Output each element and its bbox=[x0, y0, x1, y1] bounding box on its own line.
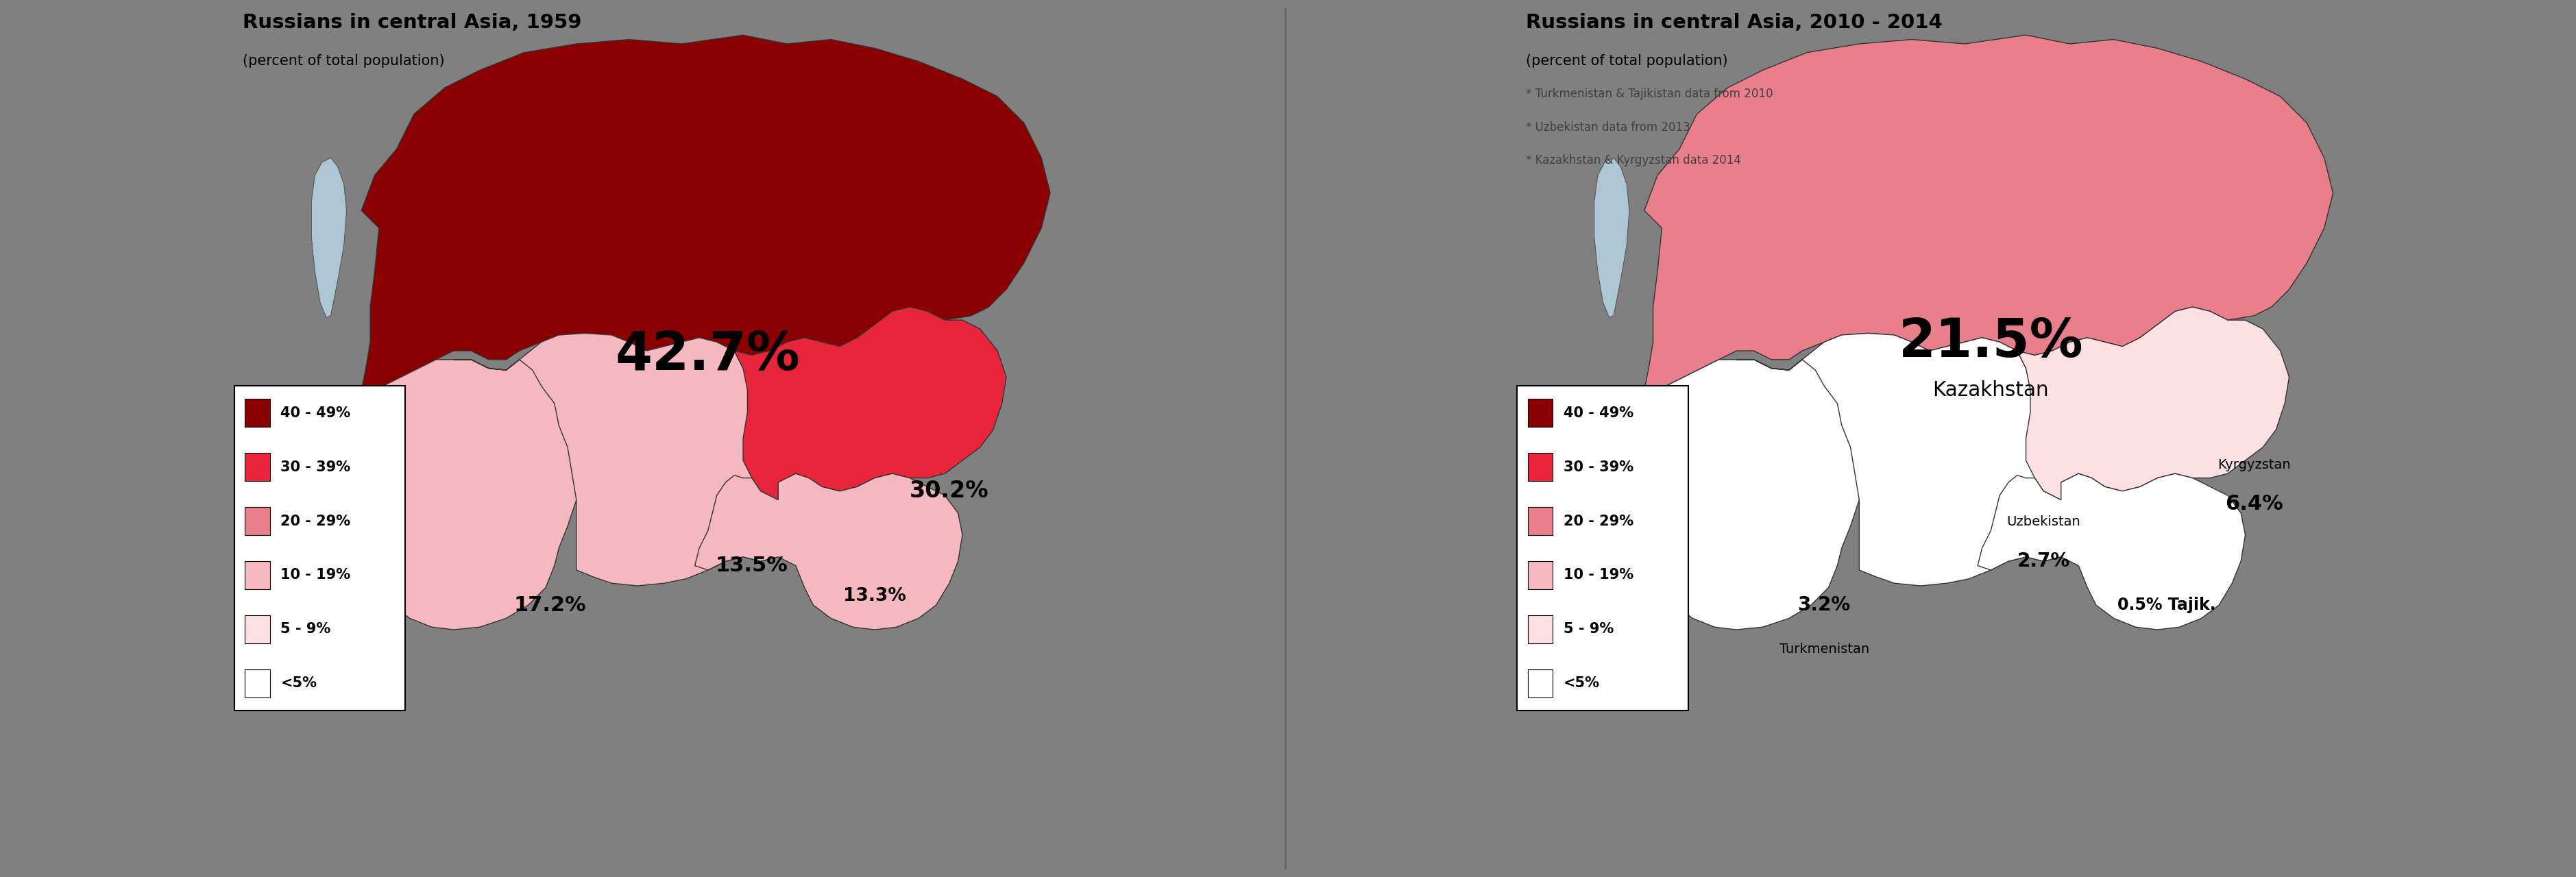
Text: Russians in central Asia, 1959: Russians in central Asia, 1959 bbox=[242, 13, 582, 32]
Text: Russians in central Asia, 2010 - 2014: Russians in central Asia, 2010 - 2014 bbox=[1525, 13, 1942, 32]
Polygon shape bbox=[1595, 158, 1631, 317]
Polygon shape bbox=[734, 307, 1007, 500]
Text: 6.4%: 6.4% bbox=[2226, 495, 2282, 514]
FancyBboxPatch shape bbox=[245, 507, 270, 535]
Text: 13.3%: 13.3% bbox=[842, 588, 907, 605]
Text: 2.7%: 2.7% bbox=[2017, 552, 2071, 571]
FancyBboxPatch shape bbox=[1528, 615, 1553, 644]
Polygon shape bbox=[1643, 35, 2334, 395]
Polygon shape bbox=[1762, 317, 1803, 345]
Text: 42.7%: 42.7% bbox=[616, 329, 801, 381]
Text: 17.2%: 17.2% bbox=[513, 595, 587, 615]
FancyBboxPatch shape bbox=[1517, 386, 1687, 710]
Text: 20 - 29%: 20 - 29% bbox=[281, 514, 350, 528]
Text: 5 - 9%: 5 - 9% bbox=[281, 623, 330, 636]
FancyBboxPatch shape bbox=[245, 669, 270, 697]
Text: <5%: <5% bbox=[1564, 676, 1600, 690]
Polygon shape bbox=[1641, 360, 1862, 630]
Text: 30 - 39%: 30 - 39% bbox=[281, 460, 350, 474]
Text: 0.5% Tajik.: 0.5% Tajik. bbox=[2117, 597, 2215, 613]
FancyBboxPatch shape bbox=[234, 386, 404, 710]
Text: 10 - 19%: 10 - 19% bbox=[1564, 568, 1633, 582]
FancyBboxPatch shape bbox=[1528, 453, 1553, 481]
Polygon shape bbox=[1978, 474, 2246, 630]
Text: Turkmenistan: Turkmenistan bbox=[1780, 643, 1870, 655]
Text: 21.5%: 21.5% bbox=[1899, 316, 2084, 368]
Text: 5 - 9%: 5 - 9% bbox=[1564, 623, 1613, 636]
FancyBboxPatch shape bbox=[1528, 399, 1553, 427]
Text: 3.2%: 3.2% bbox=[1798, 595, 1850, 615]
Text: <5%: <5% bbox=[281, 676, 317, 690]
Polygon shape bbox=[1736, 333, 2087, 586]
Text: (percent of total population): (percent of total population) bbox=[1525, 54, 1728, 68]
Polygon shape bbox=[453, 333, 804, 586]
FancyBboxPatch shape bbox=[1528, 507, 1553, 535]
FancyBboxPatch shape bbox=[245, 615, 270, 644]
Text: Kazakhstan: Kazakhstan bbox=[1932, 381, 2048, 400]
Text: (percent of total population): (percent of total population) bbox=[242, 54, 446, 68]
Text: 30.2%: 30.2% bbox=[909, 480, 989, 503]
FancyBboxPatch shape bbox=[245, 453, 270, 481]
Polygon shape bbox=[479, 317, 520, 345]
FancyBboxPatch shape bbox=[245, 561, 270, 589]
Text: 40 - 49%: 40 - 49% bbox=[1564, 406, 1633, 420]
Text: * Uzbekistan data from 2013: * Uzbekistan data from 2013 bbox=[1525, 121, 1690, 133]
FancyBboxPatch shape bbox=[1528, 669, 1553, 697]
Text: * Kazakhstan & Kyrgyzstan data 2014: * Kazakhstan & Kyrgyzstan data 2014 bbox=[1525, 154, 1741, 167]
FancyBboxPatch shape bbox=[245, 399, 270, 427]
Polygon shape bbox=[312, 158, 348, 317]
Text: Uzbekistan: Uzbekistan bbox=[2007, 516, 2081, 528]
Polygon shape bbox=[696, 474, 963, 630]
FancyBboxPatch shape bbox=[1528, 561, 1553, 589]
Text: 13.5%: 13.5% bbox=[716, 556, 788, 575]
Polygon shape bbox=[358, 360, 580, 630]
Polygon shape bbox=[2017, 307, 2290, 500]
Text: * Turkmenistan & Tajikistan data from 2010: * Turkmenistan & Tajikistan data from 20… bbox=[1525, 88, 1772, 100]
Text: Kyrgyzstan: Kyrgyzstan bbox=[2218, 459, 2290, 471]
Polygon shape bbox=[361, 35, 1051, 395]
Text: 20 - 29%: 20 - 29% bbox=[1564, 514, 1633, 528]
Text: 10 - 19%: 10 - 19% bbox=[281, 568, 350, 582]
Text: 30 - 39%: 30 - 39% bbox=[1564, 460, 1633, 474]
Text: 40 - 49%: 40 - 49% bbox=[281, 406, 350, 420]
